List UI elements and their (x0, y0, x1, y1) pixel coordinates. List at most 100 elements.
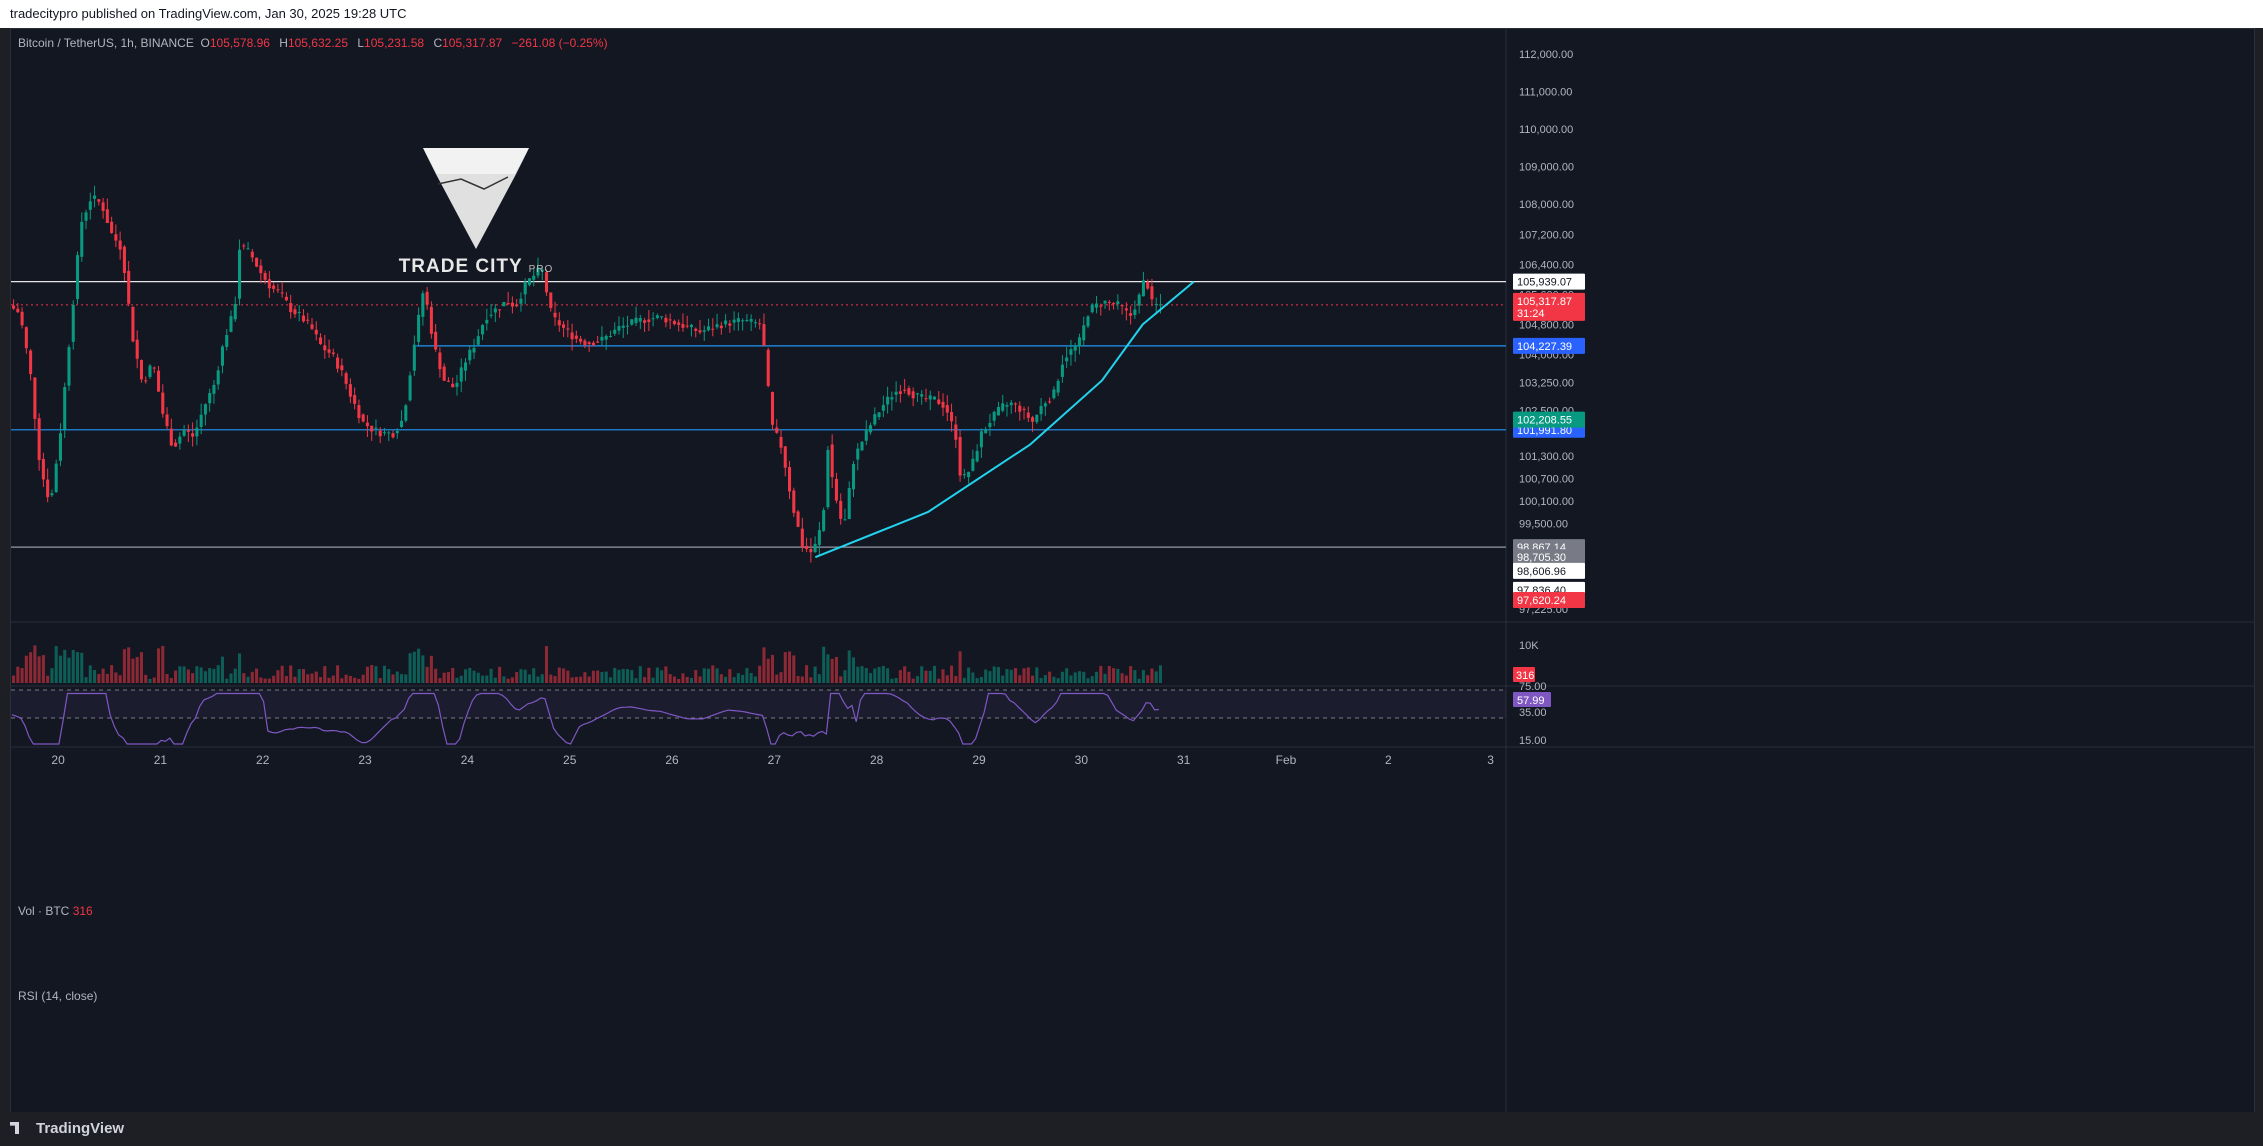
volume-bar (118, 675, 122, 683)
candle-body (903, 389, 907, 391)
volume-bar (945, 675, 949, 683)
volume-bar (834, 656, 838, 683)
candle-body (502, 301, 506, 307)
volume-bar (225, 678, 229, 683)
volume-bar (668, 674, 672, 683)
candle-body (216, 370, 220, 385)
volume-bar (523, 669, 527, 683)
candle-body (233, 303, 237, 320)
candle-body (638, 317, 642, 322)
volume-bar (1018, 675, 1022, 683)
volume-bar (932, 665, 937, 683)
candle-body (178, 436, 182, 444)
rsi-value-text: 57.99 (1517, 695, 1545, 707)
brand-name: TRADE CITY (398, 256, 523, 277)
candle-body (920, 394, 924, 397)
axis-price-tag (1513, 549, 1585, 566)
candle-body (301, 315, 306, 322)
axis-price-tag (1513, 562, 1585, 579)
volume-bar (817, 674, 821, 683)
volume-bar (212, 668, 216, 683)
candle-body (284, 296, 288, 301)
open-key: O (200, 36, 210, 50)
candle-body (29, 350, 33, 375)
volume-bar (1107, 666, 1111, 683)
current-price-tag (1513, 292, 1585, 321)
candle-body (621, 325, 625, 328)
candle-body (783, 446, 787, 468)
volume-bar (323, 666, 327, 683)
candle-body (16, 308, 20, 313)
volume-bar (58, 655, 62, 683)
volume-bar (928, 670, 932, 683)
candle-body (924, 398, 928, 400)
candle-body (728, 323, 732, 326)
volume-bar (694, 670, 698, 683)
candle-body (839, 500, 843, 519)
candle-body (817, 530, 821, 545)
volume-bar (655, 667, 659, 683)
candle-body (20, 311, 24, 326)
volume-bar (481, 675, 485, 683)
candle-body (24, 327, 28, 349)
volume-bar (1090, 676, 1094, 683)
volume-bar (1150, 668, 1154, 683)
candle-body (408, 375, 412, 401)
candle-body (1090, 304, 1094, 313)
volume-bar (702, 668, 706, 683)
volume-bar (553, 676, 557, 683)
volume-bar (46, 675, 50, 683)
volume-bar (839, 676, 843, 683)
candle-body (813, 543, 817, 553)
volume-bar (826, 654, 830, 683)
volume-bar (1129, 666, 1133, 683)
candle-body (446, 380, 450, 382)
volume-bar (792, 655, 796, 683)
level-price-text: 101,991.80 (1517, 425, 1572, 437)
volume-bar (319, 677, 323, 683)
change-value: −261.08 (−0.25%) (511, 36, 608, 50)
volume-bar (16, 666, 20, 683)
volume-bar (97, 673, 101, 683)
chart-frame[interactable]: 112,000.00 111,000.00 110,000.00 109,000.00… (10, 28, 2255, 1113)
volume-bar (1043, 675, 1047, 683)
volume-bar (498, 666, 502, 683)
volume-bar (455, 677, 459, 683)
candle-body (847, 488, 851, 519)
tradingview-logo[interactable]: TradingView (10, 1120, 124, 1137)
volume-bar (336, 665, 340, 683)
candle-body (945, 405, 949, 413)
volume-bar (724, 676, 728, 683)
candle-body (208, 393, 212, 404)
volume-bar (689, 678, 694, 683)
candle-body (88, 201, 92, 210)
candle-body (314, 329, 318, 335)
volume-bar (1094, 671, 1099, 683)
volume-bar (847, 650, 851, 683)
volume-bar (574, 676, 578, 683)
volume-bar (327, 677, 331, 683)
volume-bar (191, 673, 195, 683)
volume-bar (643, 677, 647, 683)
volume-bar (152, 677, 156, 683)
x-tick-label: 24 (461, 753, 475, 767)
candle-body (677, 322, 681, 325)
volume-value: 316 (72, 904, 93, 918)
level-price-text: 104,227.39 (1517, 341, 1572, 353)
candle-body (762, 324, 766, 346)
candle-body (724, 320, 728, 325)
candle-body (950, 411, 954, 422)
volume-bar (391, 674, 395, 683)
candle-body (1056, 380, 1060, 393)
candle-body (1082, 325, 1086, 341)
candle-body (711, 328, 715, 330)
volume-value-text: 316 (1516, 670, 1534, 682)
trend-curve (814, 280, 1195, 559)
candle-body (574, 335, 578, 339)
candle-body (1094, 303, 1099, 308)
price-chart[interactable]: 112,000.00 111,000.00 110,000.00 109,000.00… (11, 29, 2254, 1112)
volume-bar (988, 671, 992, 683)
volume-bar (515, 672, 519, 683)
candle-body (566, 328, 570, 330)
volume-bar (1137, 678, 1141, 683)
